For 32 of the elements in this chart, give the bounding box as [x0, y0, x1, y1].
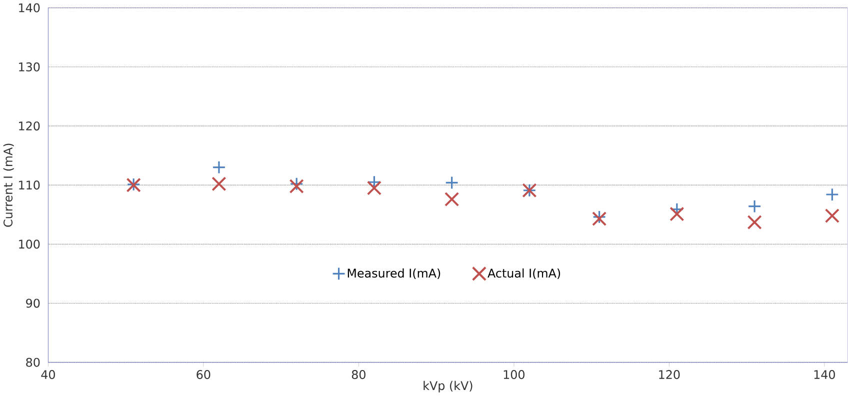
point [445, 176, 459, 190]
point [748, 200, 762, 214]
point [212, 160, 226, 174]
point [824, 208, 840, 224]
y-tick-label: 110 [19, 180, 40, 190]
point [592, 212, 607, 226]
point [670, 206, 684, 222]
y-tick-label: 90 [26, 298, 40, 308]
legend-label: Actual I(mA) [488, 268, 560, 280]
point [290, 177, 304, 191]
y-tick-label: 80 [26, 358, 40, 367]
y-tick-label: 130 [19, 62, 40, 72]
point [367, 175, 381, 189]
x-tick-label: 120 [659, 370, 680, 380]
x-tick-label: 140 [814, 370, 835, 380]
x-tick-label: 40 [41, 370, 55, 380]
point [289, 179, 304, 194]
x-axis-title: kVp (kV) [424, 381, 472, 393]
y-tick-label: 100 [19, 240, 40, 249]
y-tick-label: 120 [19, 122, 40, 131]
point [592, 210, 606, 224]
y-axis-title: Current I (mA) [3, 144, 14, 227]
point [825, 188, 839, 202]
y-tick-label: 140 [19, 3, 40, 12]
point [747, 215, 762, 230]
x-tick-label: 80 [352, 370, 366, 380]
point [366, 180, 382, 196]
x-tick-label: 100 [504, 370, 524, 380]
legend-label: Measured I(mA) [348, 268, 440, 280]
point [444, 192, 460, 207]
point [212, 176, 226, 192]
x-tick-label: 60 [196, 370, 210, 380]
